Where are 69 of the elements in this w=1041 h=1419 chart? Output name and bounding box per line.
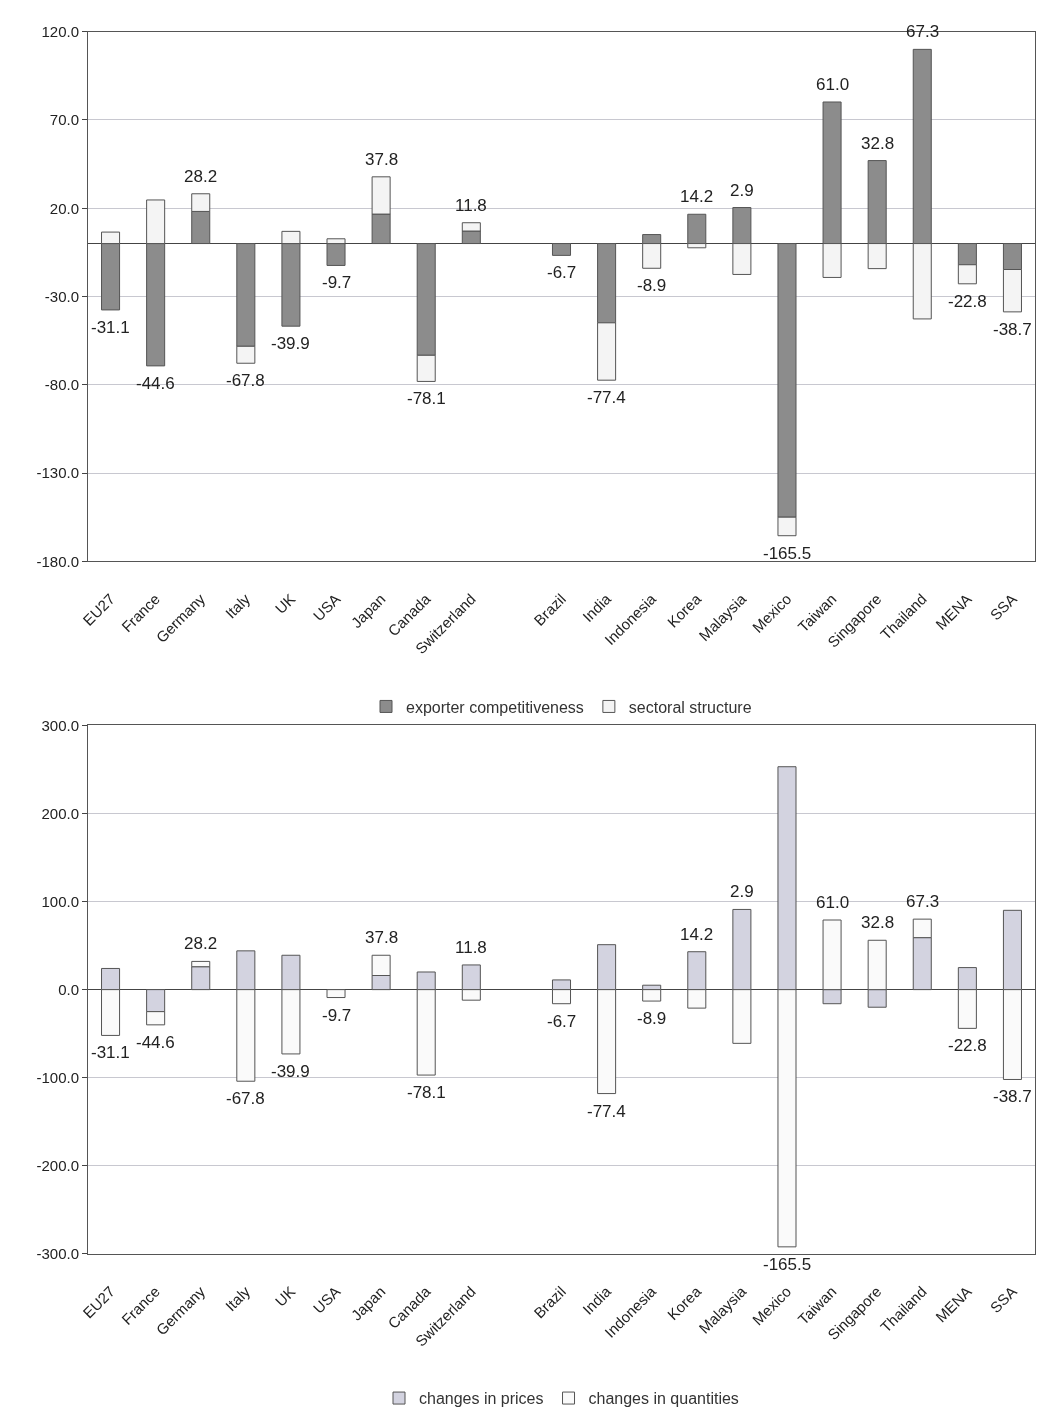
y-tick-label: 70.0 [49, 111, 79, 129]
y-tick-label: 20.0 [49, 199, 79, 217]
total-label: -78.1 [407, 389, 446, 408]
total-label: -6.7 [547, 263, 577, 282]
x-tick-label: USA [309, 1282, 344, 1317]
y-tick-label: -80.0 [44, 376, 79, 394]
x-tick-label: UK [271, 590, 299, 617]
x-tick-label: USA [309, 590, 344, 625]
y-tick-label: 300.0 [41, 716, 79, 734]
bar [687, 213, 707, 245]
y-tick-label: 200.0 [41, 804, 79, 822]
total-label: 61.0 [816, 75, 850, 94]
annotation: 61.0 [816, 893, 850, 912]
y-tick-label: -300.0 [36, 1245, 79, 1263]
annotation: 67.3 [906, 892, 940, 911]
x-tick-label: SSA [986, 1282, 1020, 1317]
x-tick-label: Italy [221, 589, 254, 622]
y-tick-label: 0.0 [58, 980, 79, 998]
annotation: -44.6 [136, 1033, 175, 1052]
annotation: -38.7 [993, 1087, 1032, 1106]
annotation: 14.2 [680, 925, 714, 944]
total-label: 37.8 [365, 150, 399, 169]
annotation: -6.7 [547, 1012, 577, 1031]
y-tick-label: 100.0 [41, 892, 79, 910]
total-label: -77.4 [587, 388, 626, 407]
total-label: -9.7 [322, 273, 352, 292]
annotation: 28.2 [184, 934, 218, 953]
total-label: 11.8 [455, 196, 487, 215]
annotation: -67.8 [226, 1089, 265, 1108]
legend-label: changes in prices [419, 1390, 544, 1408]
annotation: -78.1 [407, 1083, 446, 1102]
annotation: 37.8 [365, 928, 399, 947]
total-label: -44.6 [136, 374, 175, 393]
y-tick-label: -180.0 [36, 552, 79, 570]
total-label: 14.2 [680, 187, 714, 206]
y-tick-label: -130.0 [36, 464, 79, 482]
y-tick-label: -30.0 [44, 287, 79, 305]
annotation: -39.9 [271, 1062, 310, 1081]
x-tick-label: SSA [986, 590, 1020, 624]
bar [326, 989, 346, 999]
x-tick-label: Italy [221, 1282, 254, 1315]
y-tick-label: -100.0 [36, 1068, 79, 1086]
total-label: -8.9 [637, 276, 667, 295]
total-label: -39.9 [271, 334, 310, 353]
x-tick-label: UK [271, 1282, 299, 1310]
annotation: 11.8 [455, 938, 487, 957]
y-tick-label: -200.0 [36, 1157, 79, 1175]
text: -165.5 [763, 1255, 812, 1274]
annotation: 32.8 [861, 913, 895, 932]
total-label: 32.8 [861, 134, 895, 153]
legend-label: exporter competitiveness [406, 698, 584, 716]
bar [551, 243, 572, 256]
legend-label: changes in quantities [588, 1390, 739, 1408]
total-label: -165.5 [763, 544, 812, 563]
annotation: 2.9 [730, 882, 754, 901]
total-label: 28.2 [184, 167, 218, 186]
total-label: -22.8 [948, 292, 987, 311]
total-label: -31.1 [91, 318, 130, 337]
annotation: -77.4 [587, 1102, 626, 1121]
y-tick-label: 120.0 [41, 22, 79, 40]
legend-label: sectoral structure [628, 698, 752, 716]
annotation: -9.7 [322, 1006, 352, 1025]
annotation: -31.1 [91, 1043, 130, 1062]
annotation: -22.8 [948, 1036, 987, 1055]
total-label: -38.7 [993, 320, 1032, 339]
total-label: -67.8 [226, 371, 265, 390]
bar [642, 989, 662, 1002]
total-label: 2.9 [730, 181, 754, 200]
annotation: -8.9 [637, 1009, 667, 1028]
